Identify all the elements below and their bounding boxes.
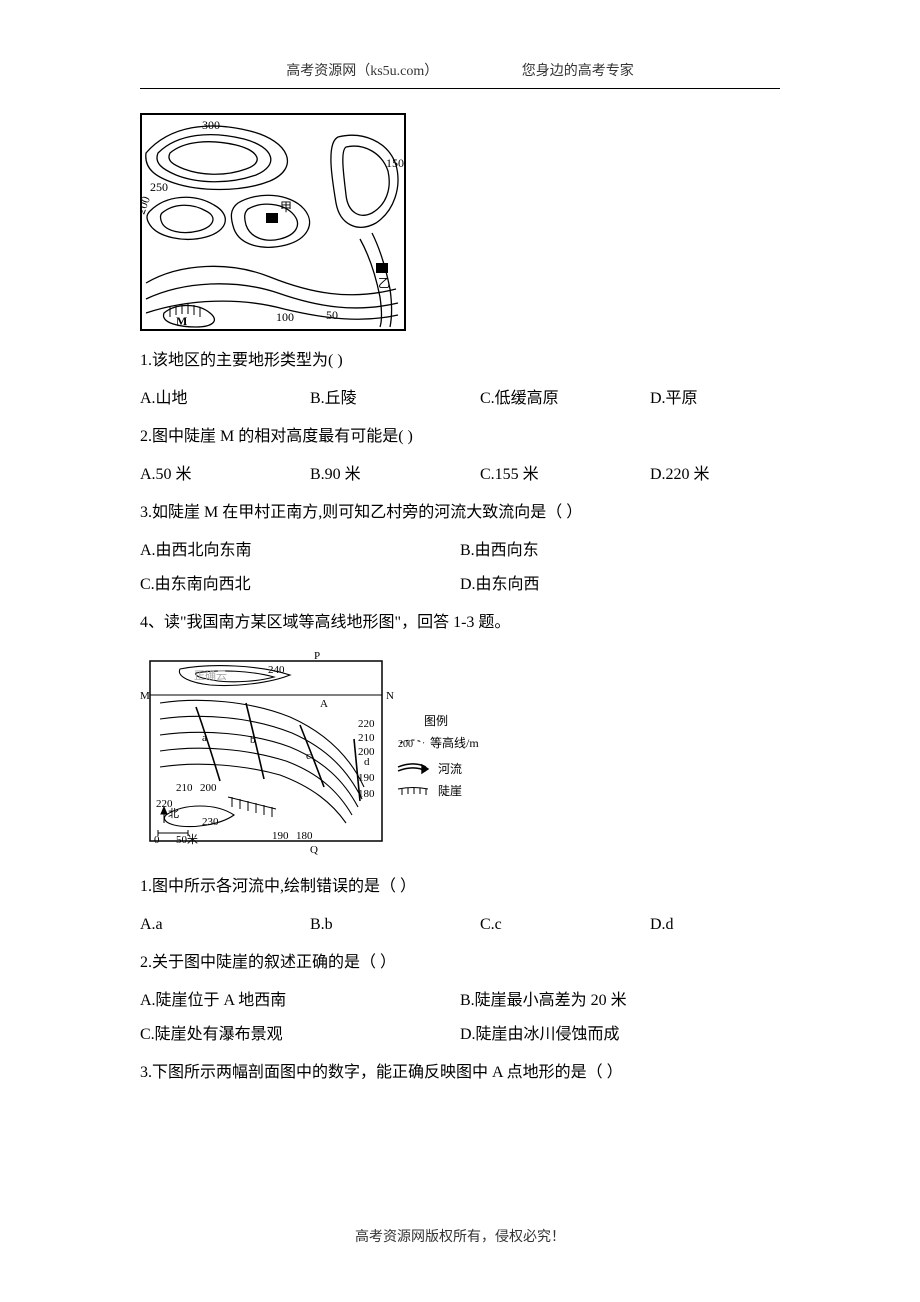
q3-options-row2: C.由东南向西北 D.由东向西 <box>140 569 780 601</box>
fig2-legend-title: 图例 <box>424 714 448 728</box>
fig2-190b: 190 <box>272 830 289 842</box>
q1-text: 1.该地区的主要地形类型为( ) <box>140 345 780 377</box>
q1-opt-d: D.平原 <box>650 383 780 415</box>
fig2-a: a <box>202 732 207 744</box>
q2-text: 2.图中陡崖 M 的相对高度最有可能是( ) <box>140 421 780 453</box>
q3-options-row1: A.由西北向东南 B.由西向东 <box>140 535 780 567</box>
fig2-legend-river: 河流 <box>438 762 462 776</box>
fig2-watermark: 正确云 <box>194 669 227 682</box>
fig1-label-50: 50 <box>326 308 338 322</box>
fig2-180a: 180 <box>358 788 375 800</box>
fig2-scale0: 0 <box>154 834 160 846</box>
fig2-210a: 210 <box>176 782 193 794</box>
figure-2-svg: P M N Q A a b c d 正确云 240 230 220 220 21… <box>140 647 488 857</box>
fig2-200a: 200 <box>200 782 217 794</box>
q1-options: A.山地 B.丘陵 C.低缓高原 D.平原 <box>140 383 780 415</box>
page-header: 高考资源网（ks5u.com） 您身边的高考专家 <box>140 60 780 80</box>
fig2-240: 240 <box>268 664 285 676</box>
fig1-label-jia: 甲 <box>280 200 292 214</box>
q4-2-options-row1: A.陡崖位于 A 地西南 B.陡崖最小高差为 20 米 <box>140 985 780 1017</box>
fig2-north: 北 <box>168 807 179 820</box>
fig1-label-300: 300 <box>202 118 220 132</box>
fig1-label-250: 250 <box>150 180 168 194</box>
fig2-190a: 190 <box>358 772 375 784</box>
page-container: 高考资源网（ks5u.com） 您身边的高考专家 <box>0 0 920 1135</box>
q2-options: A.50 米 B.90 米 C.155 米 D.220 米 <box>140 459 780 491</box>
header-right: 您身边的高考专家 <box>522 60 634 80</box>
page-footer: 高考资源网版权所有，侵权必究！ <box>0 1226 920 1246</box>
fig2-210b: 210 <box>358 732 375 744</box>
fig2-legend-200: 200 <box>398 739 413 750</box>
fig2-200b: 200 <box>358 746 375 758</box>
q3-opt-c: C.由东南向西北 <box>140 569 460 601</box>
fig1-label-100: 100 <box>276 310 294 324</box>
fig2-legend-contour: 等高线/m <box>430 735 479 750</box>
fig2-M: M <box>140 690 150 702</box>
q4-1-opt-d: D.d <box>650 909 780 941</box>
q4-2-opt-a: A.陡崖位于 A 地西南 <box>140 985 460 1017</box>
q4-2-opt-b: B.陡崖最小高差为 20 米 <box>460 985 780 1017</box>
fig2-c: c <box>306 750 311 762</box>
q1-opt-a: A.山地 <box>140 383 310 415</box>
fig1-label-yi: 乙 <box>378 276 390 290</box>
q3-opt-a: A.由西北向东南 <box>140 535 460 567</box>
q3-opt-d: D.由东向西 <box>460 569 780 601</box>
q4-1-opt-a: A.a <box>140 909 310 941</box>
fig2-P: P <box>314 650 320 662</box>
q4-2-opt-c: C.陡崖处有瀑布景观 <box>140 1019 460 1051</box>
fig2-180b: 180 <box>296 830 313 842</box>
figure-2: P M N Q A a b c d 正确云 240 230 220 220 21… <box>140 647 780 857</box>
q4-2-text: 2.关于图中陡崖的叙述正确的是（ ） <box>140 947 780 979</box>
q1-opt-c: C.低缓高原 <box>480 383 650 415</box>
fig2-N: N <box>386 690 394 702</box>
q2-opt-b: B.90 米 <box>310 459 480 491</box>
q4-1-opt-b: B.b <box>310 909 480 941</box>
q2-opt-c: C.155 米 <box>480 459 650 491</box>
q4-1-options: A.a B.b C.c D.d <box>140 909 780 941</box>
q2-opt-a: A.50 米 <box>140 459 310 491</box>
q4-1-text: 1.图中所示各河流中,绘制错误的是（ ） <box>140 871 780 903</box>
q2-opt-d: D.220 米 <box>650 459 780 491</box>
figure-1-svg: 300 250 200 150 100 50 甲 乙 M <box>140 113 406 331</box>
q1-opt-b: B.丘陵 <box>310 383 480 415</box>
q4-intro: 4、读"我国南方某区域等高线地形图"，回答 1-3 题。 <box>140 607 780 639</box>
fig2-Q: Q <box>310 844 318 856</box>
figure-1: 300 250 200 150 100 50 甲 乙 M <box>140 113 780 331</box>
fig2-b: b <box>250 734 256 746</box>
fig1-label-M: M <box>176 314 187 328</box>
fig2-220b: 220 <box>358 718 375 730</box>
q4-2-options-row2: C.陡崖处有瀑布景观 D.陡崖由冰川侵蚀而成 <box>140 1019 780 1051</box>
header-rule <box>140 88 780 89</box>
fig1-label-150: 150 <box>386 156 404 170</box>
fig2-A: A <box>320 698 328 710</box>
q3-opt-b: B.由西向东 <box>460 535 780 567</box>
q4-2-opt-d: D.陡崖由冰川侵蚀而成 <box>460 1019 780 1051</box>
q4-3-text: 3.下图所示两幅剖面图中的数字，能正确反映图中 A 点地形的是（ ） <box>140 1057 780 1089</box>
q3-text: 3.如陡崖 M 在甲村正南方,则可知乙村旁的河流大致流向是（ ） <box>140 497 780 529</box>
fig2-scale50: 50米 <box>176 833 198 846</box>
fig2-legend-cliff: 陡崖 <box>438 784 462 798</box>
q4-1-opt-c: C.c <box>480 909 650 941</box>
fig2-230: 230 <box>202 816 219 828</box>
header-left: 高考资源网（ks5u.com） <box>286 60 438 80</box>
